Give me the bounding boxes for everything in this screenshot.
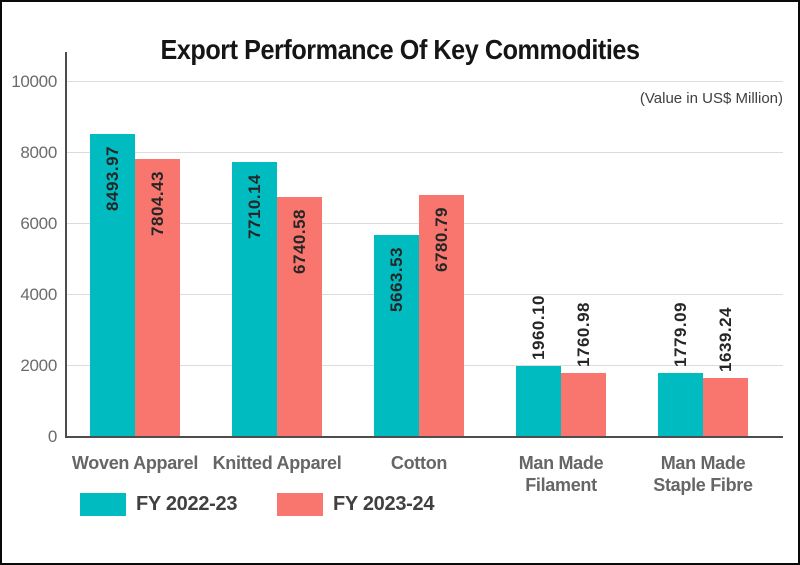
- category-label-man-made-filament: Man Made Filament: [518, 453, 604, 495]
- bar-fy-2023-24-cotton: 6780.79: [419, 195, 464, 436]
- bar-value-label: 6740.58: [289, 209, 309, 274]
- bar-fy-2022-23-man-made-filament: 1960.10: [516, 295, 561, 436]
- gridline: [67, 81, 783, 82]
- bar-value-label: 7804.43: [147, 171, 167, 236]
- bar-value-label: 1639.24: [715, 307, 735, 372]
- legend-item-fy-2022-23: FY 2022-23: [80, 493, 237, 516]
- bar-fy-2023-24-man-made-staple-fibre: 1639.24: [703, 307, 748, 436]
- legend-label: FY 2023-24: [333, 493, 435, 515]
- legend-swatch-fy-2022-23: [80, 493, 126, 516]
- category-label-woven-apparel: Woven Apparel: [71, 453, 199, 473]
- y-axis-tick-label: 6000: [20, 214, 57, 233]
- y-axis-tick-label: 4000: [20, 285, 57, 304]
- bar-value-label: 1760.98: [573, 302, 593, 367]
- y-axis-tick-label: 10000: [11, 72, 57, 91]
- bar-fy-2022-23-knitted-apparel: 7710.14: [232, 162, 277, 436]
- bar-value-label: 7710.14: [244, 174, 264, 239]
- bar-fy-2023-24-knitted-apparel: 6740.58: [277, 197, 322, 436]
- category-label-man-made-staple-fibre: Man Made Staple Fibre: [653, 453, 753, 495]
- y-axis-line: [65, 52, 67, 438]
- gridline: [67, 152, 783, 153]
- bar-fy-2022-23-cotton: 5663.53: [374, 235, 419, 436]
- bar-value-label: 8493.97: [102, 146, 122, 211]
- bar-value-label: 1960.10: [528, 295, 548, 360]
- y-axis-tick-label: 0: [47, 427, 57, 446]
- bar-value-label: 5663.53: [386, 247, 406, 312]
- y-axis-tick-label: 8000: [20, 143, 57, 162]
- x-axis-line: [65, 436, 783, 438]
- chart-title: Export Performance Of Key Commodities: [160, 34, 640, 65]
- bar-value-label: 1779.09: [670, 302, 690, 367]
- bar-fy-2023-24-man-made-filament: 1760.98: [561, 302, 606, 436]
- bar-fy-2022-23-man-made-staple-fibre: 1779.09: [658, 302, 703, 436]
- legend-item-fy-2023-24: FY 2023-24: [277, 493, 434, 516]
- category-label-cotton: Cotton: [390, 453, 448, 473]
- legend-swatch-fy-2023-24: [277, 493, 323, 516]
- bar-value-label: 6780.79: [431, 207, 451, 272]
- bar-fy-2023-24-woven-apparel: 7804.43: [135, 159, 180, 436]
- chart-subtitle: (Value in US$ Million): [639, 90, 783, 107]
- legend-label: FY 2022-23: [136, 493, 238, 515]
- bar-fy-2022-23-woven-apparel: 8493.97: [90, 134, 135, 436]
- category-label-knitted-apparel: Knitted Apparel: [212, 453, 342, 473]
- y-axis-tick-label: 2000: [20, 356, 57, 375]
